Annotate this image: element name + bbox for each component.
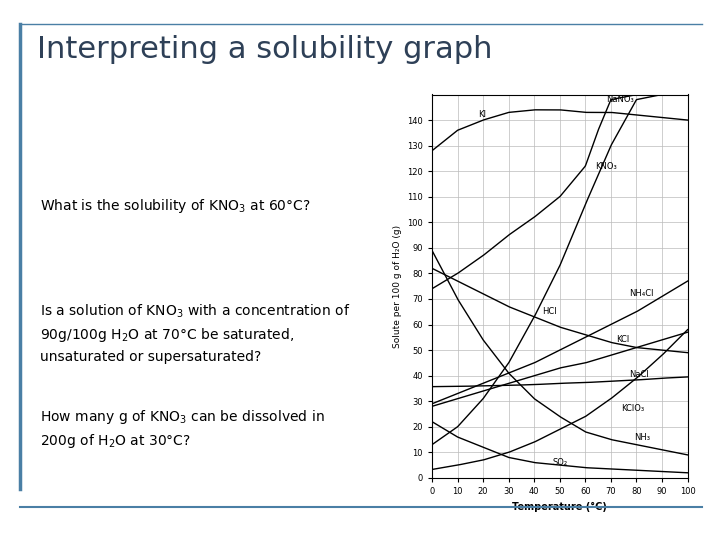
Text: KNO₃: KNO₃ [595, 161, 617, 171]
Text: SO₂: SO₂ [552, 458, 567, 467]
Text: NH₃: NH₃ [634, 433, 650, 442]
Y-axis label: Solute per 100 g of H₂O (g): Solute per 100 g of H₂O (g) [392, 225, 402, 348]
Text: How many g of KNO$_3$ can be dissolved in
200g of H$_2$O at 30°C?: How many g of KNO$_3$ can be dissolved i… [40, 408, 324, 450]
X-axis label: Temperature (°C): Temperature (°C) [513, 502, 607, 511]
Text: Is a solution of KNO$_3$ with a concentration of
90g/100g H$_2$O at 70°C be satu: Is a solution of KNO$_3$ with a concentr… [40, 302, 350, 364]
Text: KClO₃: KClO₃ [621, 404, 644, 414]
Text: Interpreting a solubility graph: Interpreting a solubility graph [37, 35, 493, 64]
Text: NaCl: NaCl [629, 370, 649, 379]
Text: What is the solubility of KNO$_3$ at 60°C?: What is the solubility of KNO$_3$ at 60°… [40, 197, 310, 215]
Text: NH₄Cl: NH₄Cl [629, 289, 653, 299]
Text: HCl: HCl [542, 307, 557, 316]
Text: NaNO₃: NaNO₃ [606, 95, 634, 104]
Text: KI: KI [478, 111, 486, 119]
Text: KCl: KCl [616, 335, 629, 345]
